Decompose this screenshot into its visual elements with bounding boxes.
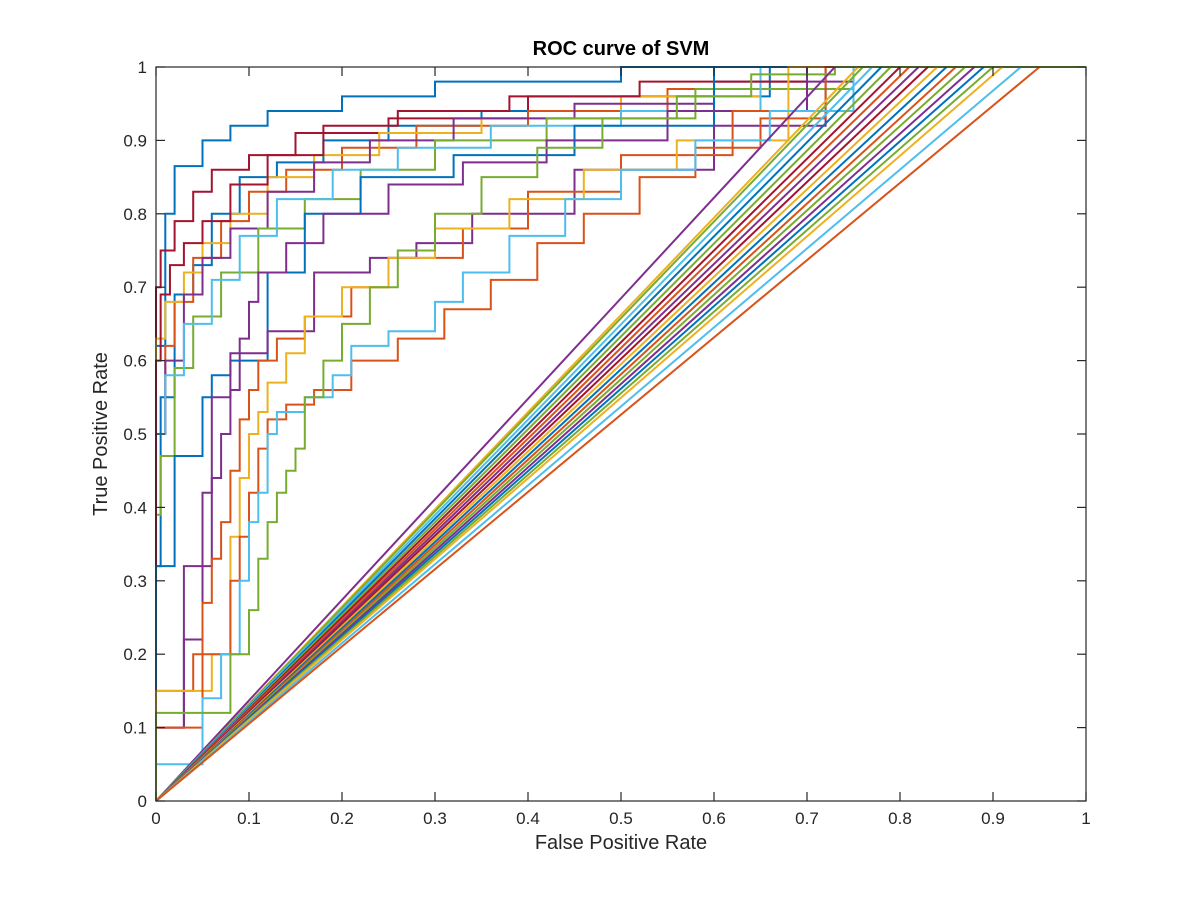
y-tick-label: 0.6	[123, 352, 147, 371]
x-tick-label: 1	[1081, 809, 1090, 828]
roc-series-line-26	[155, 66, 920, 802]
roc-series-line-4	[155, 66, 1086, 801]
roc-series-line-33	[155, 66, 985, 802]
x-tick-label: 0.5	[609, 809, 633, 828]
x-axis-label: False Positive Rate	[535, 832, 707, 854]
roc-series-line-23	[155, 66, 892, 802]
plot-lines	[155, 66, 1086, 802]
roc-series-line-25	[155, 66, 910, 802]
roc-series-line-20	[155, 66, 864, 802]
y-tick-label: 0	[138, 792, 147, 811]
x-tick-label: 0.3	[423, 809, 447, 828]
x-tick-label: 0.6	[702, 809, 726, 828]
y-tick-label: 0.3	[123, 572, 147, 591]
roc-series-line-17	[155, 66, 1086, 801]
roc-series-line-37	[155, 66, 1041, 802]
roc-series-line-22	[155, 66, 883, 802]
x-tick-label: 0.8	[888, 809, 912, 828]
roc-series-line-21	[155, 66, 873, 802]
y-tick-label: 0.5	[123, 425, 147, 444]
x-tick-label: 0.1	[237, 809, 261, 828]
y-tick-label: 0.2	[123, 645, 147, 664]
y-tick-label: 0.7	[123, 278, 147, 297]
chart-title: ROC curve of SVM	[533, 38, 710, 60]
roc-series-line-9	[155, 66, 1086, 801]
y-axis-label: True Positive Rate	[90, 352, 112, 516]
roc-series-line-12	[155, 66, 1086, 801]
y-axis-ticks: 0 0.1 0.2 0.3 0.4 0.5 0.6 0.7 0.8 0.9 1	[123, 58, 1086, 811]
y-tick-label: 0.1	[123, 719, 147, 738]
x-tick-label: 0.2	[330, 809, 354, 828]
x-axis-ticks: 0 0.1 0.2 0.3 0.4 0.5 0.6 0.7 0.8 0.9 1	[151, 67, 1091, 828]
roc-series-line-31	[155, 66, 966, 802]
roc-series-line-27	[155, 66, 929, 802]
roc-series-line-32	[155, 66, 976, 802]
roc-series-line-35	[155, 66, 1003, 802]
x-tick-label: 0	[151, 809, 160, 828]
roc-series-line-24	[155, 66, 901, 802]
roc-series-line-29	[155, 66, 948, 802]
roc-series-line-36	[155, 66, 1022, 802]
roc-series-line-19	[155, 66, 836, 802]
roc-series-line-28	[155, 66, 938, 802]
y-tick-label: 0.8	[123, 205, 147, 224]
x-tick-label: 0.9	[981, 809, 1005, 828]
roc-series-line-8	[155, 66, 1086, 801]
y-tick-label: 0.9	[123, 131, 147, 150]
y-tick-label: 1	[138, 58, 147, 77]
x-tick-label: 0.4	[516, 809, 540, 828]
roc-series-line-30	[155, 66, 957, 802]
y-tick-label: 0.4	[123, 498, 147, 517]
roc-series-line-1	[155, 66, 1086, 801]
roc-series-line-16	[155, 66, 1086, 801]
roc-series-line-34	[155, 66, 994, 802]
x-tick-label: 0.7	[795, 809, 819, 828]
